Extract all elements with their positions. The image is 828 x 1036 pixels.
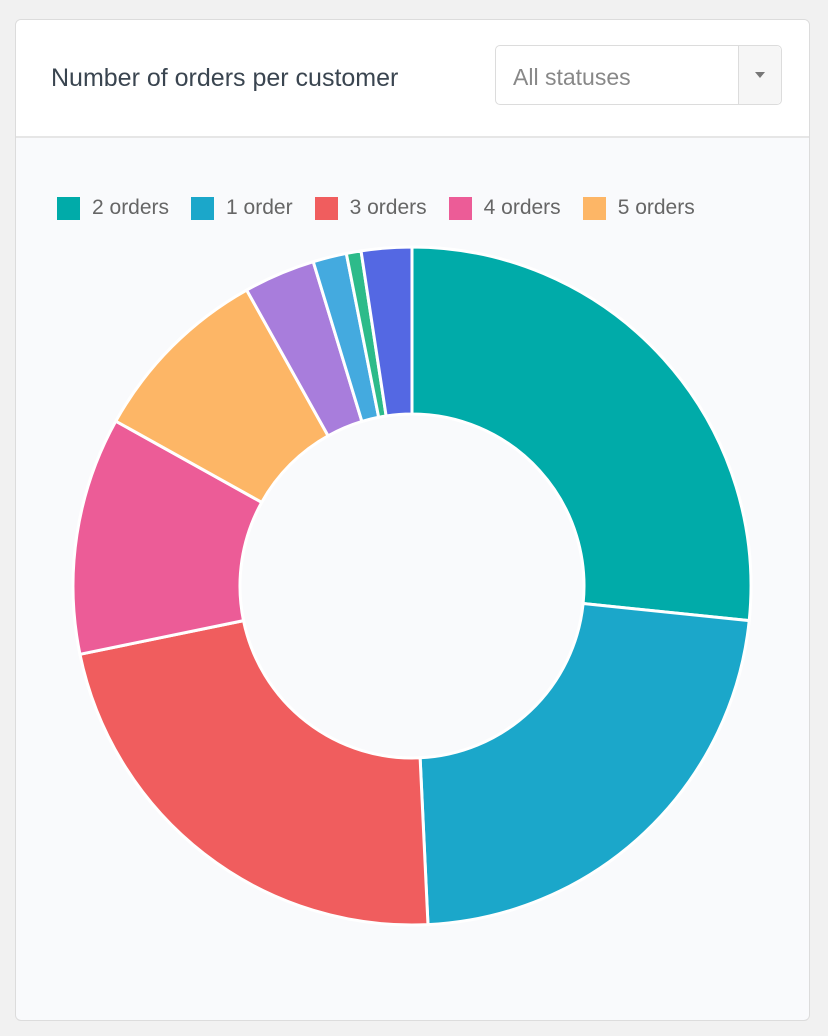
legend-label: 4 orders <box>483 196 561 219</box>
donut-slice-3-orders[interactable] <box>78 618 430 927</box>
chart-legend: 2 orders 1 order 3 orders 4 orders 5 orders <box>57 196 695 220</box>
legend-item[interactable]: 3 orders <box>314 196 427 220</box>
status-select-value: All statuses <box>513 64 631 90</box>
legend-item[interactable]: 2 orders <box>57 196 169 220</box>
donut-slice-1-order[interactable] <box>418 601 751 927</box>
donut-slice-2-orders[interactable] <box>410 245 753 623</box>
legend-label: 5 orders <box>617 196 695 219</box>
status-select-toggle[interactable] <box>738 46 781 104</box>
card-header: Number of orders per customer All status… <box>16 20 809 138</box>
legend-label: 1 order <box>226 196 293 219</box>
legend-swatch <box>191 196 215 220</box>
legend-item[interactable]: 4 orders <box>448 196 561 220</box>
legend-swatch <box>448 196 472 220</box>
caret-down-icon <box>755 72 765 78</box>
card-title: Number of orders per customer <box>51 64 399 92</box>
legend-label: 3 orders <box>349 196 427 219</box>
legend-item[interactable]: 1 order <box>191 196 293 220</box>
legend-swatch <box>57 196 80 220</box>
legend-swatch <box>582 196 606 220</box>
status-select[interactable]: All statuses <box>495 45 782 105</box>
legend-label: 2 orders <box>92 196 170 219</box>
legend-item[interactable]: 5 orders <box>582 196 695 220</box>
legend-swatch <box>314 196 338 220</box>
donut-slice[interactable] <box>359 245 414 418</box>
